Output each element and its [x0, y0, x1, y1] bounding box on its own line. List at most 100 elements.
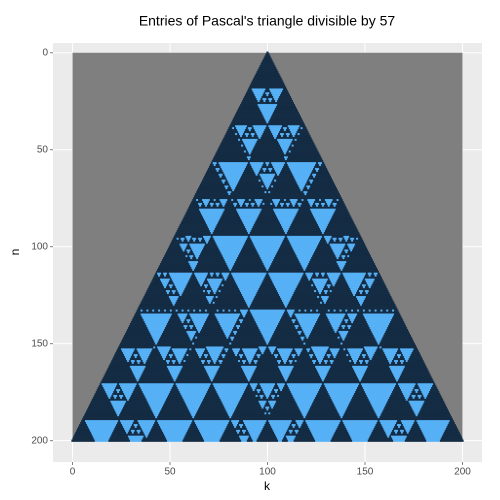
- divisible-cell: [146, 398, 167, 402]
- other-cell: [195, 266, 229, 270]
- divisible-cell: [263, 181, 272, 184]
- other-cell: [359, 284, 363, 287]
- other-cell: [208, 200, 221, 204]
- other-cell: [313, 272, 316, 275]
- divisible-cell: [344, 319, 349, 322]
- divisible-cell: [251, 313, 284, 316]
- other-cell: [131, 424, 135, 427]
- other-cell: [229, 420, 232, 423]
- divisible-cell: [273, 166, 284, 169]
- other-cell: [289, 133, 293, 136]
- other-cell: [280, 319, 293, 322]
- other-cell: [260, 210, 275, 213]
- divisible-cell: [125, 394, 132, 398]
- divisible-cell: [240, 309, 249, 312]
- divisible-cell: [330, 350, 339, 353]
- divisible-cell: [313, 350, 328, 353]
- other-cell: [269, 266, 303, 270]
- other-cell: [158, 266, 192, 270]
- divisible-cell: [310, 208, 336, 211]
- divisible-cell: [204, 309, 208, 312]
- divisible-cell: [132, 371, 143, 374]
- divisible-cell: [387, 358, 394, 361]
- divisible-cell: [260, 109, 275, 113]
- divisible-cell: [370, 402, 387, 405]
- other-cell: [431, 387, 438, 390]
- divisible-cell: [310, 309, 313, 312]
- other-cell: [294, 204, 299, 208]
- other-cell: [252, 148, 283, 151]
- other-cell: [342, 268, 378, 272]
- y-tick-label: 150: [31, 338, 48, 349]
- other-cell: [203, 361, 209, 365]
- other-cell: [356, 315, 365, 318]
- other-cell: [407, 398, 444, 402]
- other-cell: [214, 228, 247, 231]
- other-cell: [270, 392, 293, 396]
- other-cell: [279, 173, 294, 177]
- other-cell: [371, 284, 386, 287]
- divisible-cell: [291, 133, 296, 136]
- other-cell: [394, 387, 401, 390]
- other-cell: [301, 350, 308, 353]
- other-cell: [151, 280, 162, 283]
- divisible-cell: [306, 185, 311, 188]
- other-cell: [295, 354, 298, 357]
- divisible-cell: [268, 191, 271, 194]
- other-cell: [116, 385, 121, 388]
- other-cell: [330, 202, 333, 206]
- other-cell: [171, 356, 176, 359]
- divisible-cell: [260, 175, 275, 178]
- other-cell: [310, 332, 340, 336]
- other-cell: [358, 288, 388, 291]
- divisible-cell: [233, 276, 265, 279]
- other-cell: [242, 354, 246, 357]
- divisible-cell: [289, 199, 298, 202]
- divisible-cell: [125, 396, 131, 400]
- other-cell: [278, 202, 281, 206]
- divisible-cell: [292, 173, 311, 177]
- divisible-cell: [257, 100, 260, 103]
- divisible-cell: [131, 361, 135, 365]
- other-cell: [244, 167, 254, 171]
- divisible-cell: [240, 204, 243, 208]
- other-cell: [362, 360, 366, 363]
- divisible-cell: [237, 431, 240, 435]
- other-cell: [300, 309, 305, 312]
- other-cell: [397, 350, 402, 353]
- other-cell: [203, 396, 220, 400]
- other-cell: [318, 309, 329, 312]
- divisible-cell: [242, 222, 255, 225]
- other-cell: [222, 278, 225, 281]
- divisible-cell: [179, 391, 208, 394]
- divisible-cell: [193, 321, 206, 324]
- other-cell: [333, 433, 350, 436]
- divisible-cell: [286, 235, 323, 239]
- divisible-cell: [356, 295, 367, 299]
- divisible-cell: [251, 387, 256, 390]
- divisible-cell: [183, 325, 188, 328]
- other-cell: [333, 360, 350, 363]
- divisible-cell: [397, 383, 416, 386]
- other-cell: [86, 410, 116, 413]
- other-cell: [327, 224, 356, 227]
- other-cell: [288, 146, 317, 149]
- divisible-cell: [222, 402, 239, 405]
- divisible-cell: [168, 272, 193, 275]
- other-cell: [231, 268, 267, 272]
- other-cell: [175, 301, 210, 305]
- other-cell: [104, 373, 135, 376]
- other-cell: [442, 433, 461, 436]
- divisible-cell: [194, 253, 201, 256]
- divisible-cell: [371, 330, 386, 334]
- divisible-cell: [222, 204, 225, 208]
- divisible-cell: [412, 396, 415, 400]
- divisible-cell: [317, 288, 324, 291]
- other-cell: [280, 360, 284, 363]
- divisible-cell: [137, 420, 156, 423]
- other-cell: [355, 243, 366, 246]
- divisible-cell: [395, 361, 398, 365]
- other-cell: [345, 243, 348, 246]
- other-cell: [321, 162, 325, 165]
- other-cell: [291, 350, 296, 353]
